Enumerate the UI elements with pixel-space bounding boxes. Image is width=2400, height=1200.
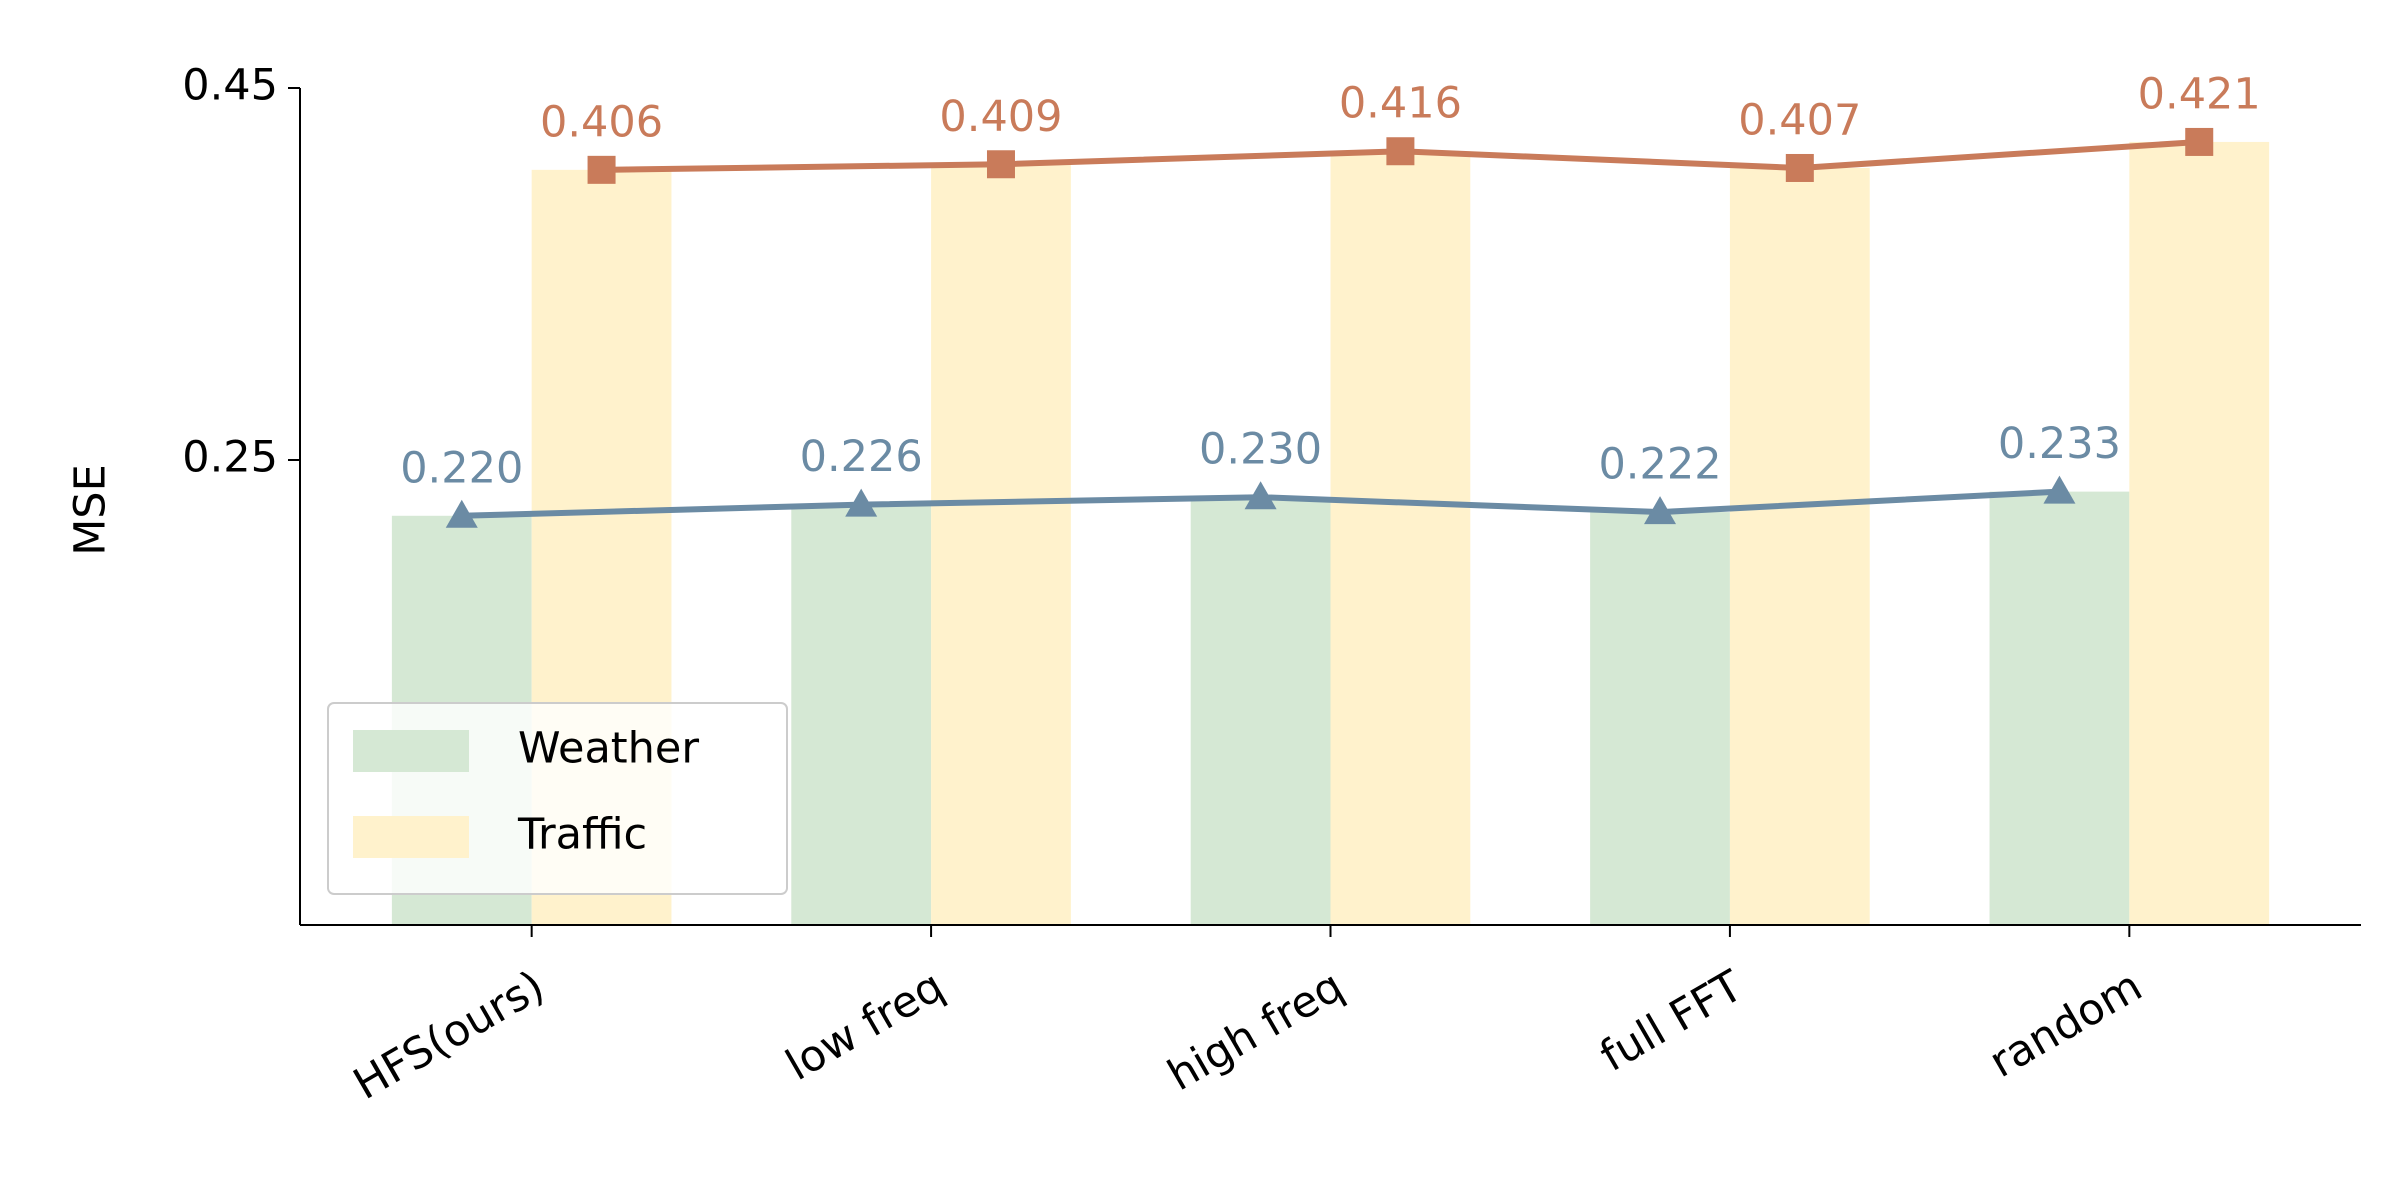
data-label: 0.226	[800, 432, 923, 482]
marker	[2043, 475, 2076, 504]
x-tick-label: random	[1981, 961, 2150, 1088]
bar	[931, 164, 1071, 925]
y-axis-label: MSE	[66, 464, 116, 556]
marker	[1386, 137, 1415, 166]
data-label: 0.406	[540, 97, 663, 147]
marker	[845, 488, 878, 517]
data-label: 0.222	[1598, 440, 1721, 490]
x-tick-label: full FFT	[1592, 961, 1752, 1082]
x-tick-label: low freq	[778, 961, 953, 1091]
data-label: 0.409	[939, 92, 1062, 142]
legend-swatch	[353, 816, 469, 858]
marker	[2185, 127, 2214, 156]
bar	[1190, 497, 1331, 925]
data-label: 0.230	[1199, 425, 1322, 475]
data-label: 0.233	[1998, 419, 2121, 469]
y-tick-label: 0.25	[182, 433, 278, 483]
marker	[1644, 496, 1677, 525]
bar	[791, 504, 932, 925]
marker	[1244, 481, 1277, 510]
x-tick-label: high freq	[1160, 961, 1352, 1101]
bar	[1330, 151, 1471, 926]
marker	[1785, 153, 1814, 182]
legend-swatch	[353, 730, 469, 772]
data-label: 0.421	[2138, 69, 2261, 119]
data-label: 0.220	[400, 443, 523, 493]
bar	[1729, 167, 1870, 926]
legend-label: Traffic	[517, 810, 647, 860]
marker	[445, 499, 478, 528]
x-tick-label: HFS(ours)	[345, 961, 553, 1110]
legend: Weather Traffic	[327, 702, 788, 895]
y-tick-label: 0.45	[182, 61, 278, 111]
marker	[587, 155, 616, 184]
bar	[1989, 491, 2130, 925]
bar	[2129, 141, 2270, 925]
data-label: 0.407	[1738, 95, 1861, 145]
bar	[1590, 512, 1730, 925]
marker	[986, 150, 1015, 179]
legend-label: Weather	[518, 724, 699, 774]
data-label: 0.416	[1339, 79, 1462, 129]
